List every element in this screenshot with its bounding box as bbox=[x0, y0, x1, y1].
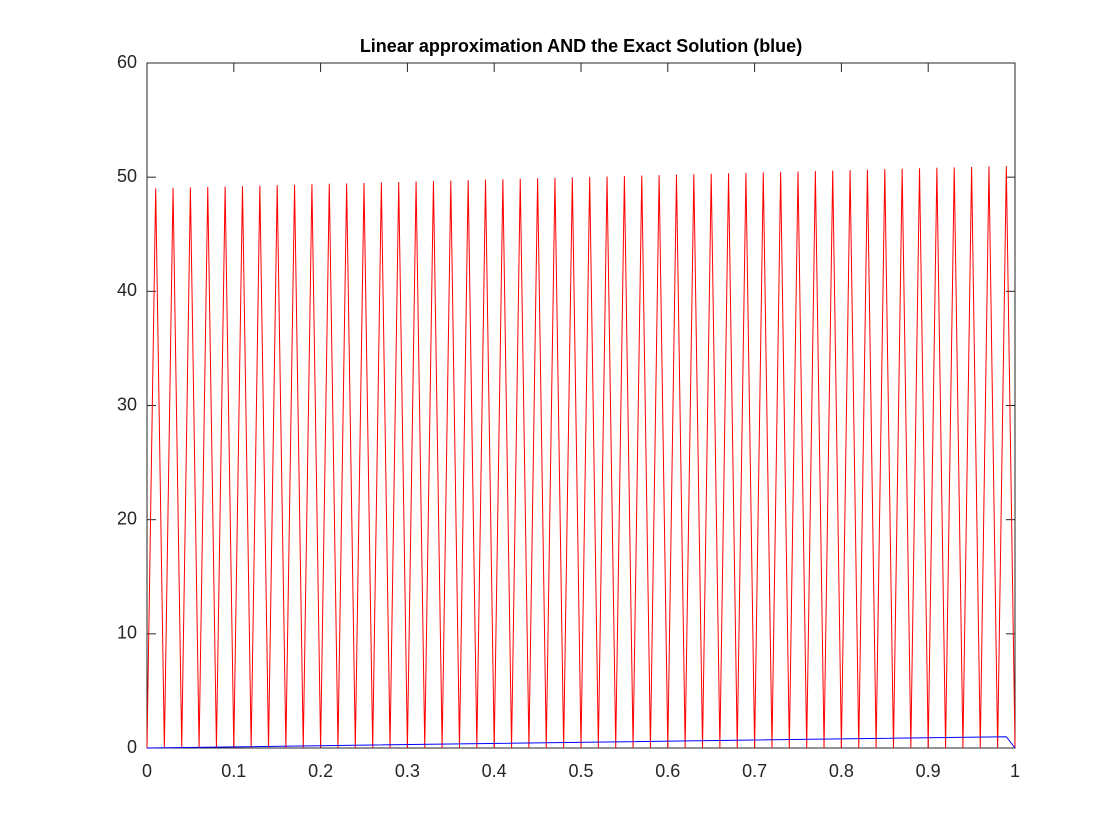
x-tick-label: 0.4 bbox=[482, 761, 507, 781]
x-tick-label: 0.1 bbox=[221, 761, 246, 781]
x-tick-label: 0 bbox=[142, 761, 152, 781]
y-tick-label: 60 bbox=[117, 52, 137, 72]
series-line bbox=[146, 736, 1016, 749]
x-tick-label: 0.9 bbox=[916, 761, 941, 781]
x-tick-label: 0.8 bbox=[829, 761, 854, 781]
x-tick-label: 1 bbox=[1010, 761, 1020, 781]
x-tick-label: 0.3 bbox=[395, 761, 420, 781]
x-tick-label: 0.5 bbox=[568, 761, 593, 781]
y-tick-label: 10 bbox=[117, 623, 137, 643]
x-tick-label: 0.7 bbox=[742, 761, 767, 781]
x-tick-label: 0.6 bbox=[655, 761, 680, 781]
y-tick-label: 0 bbox=[127, 737, 137, 757]
series-line bbox=[146, 165, 1016, 749]
y-tick-label: 40 bbox=[117, 280, 137, 300]
y-tick-label: 20 bbox=[117, 508, 137, 528]
plot-area bbox=[146, 62, 1016, 749]
y-tick-label: 50 bbox=[117, 166, 137, 186]
x-tick-label: 0.2 bbox=[308, 761, 333, 781]
chart-title: Linear approximation AND the Exact Solut… bbox=[360, 36, 802, 56]
y-tick-label: 30 bbox=[117, 394, 137, 414]
